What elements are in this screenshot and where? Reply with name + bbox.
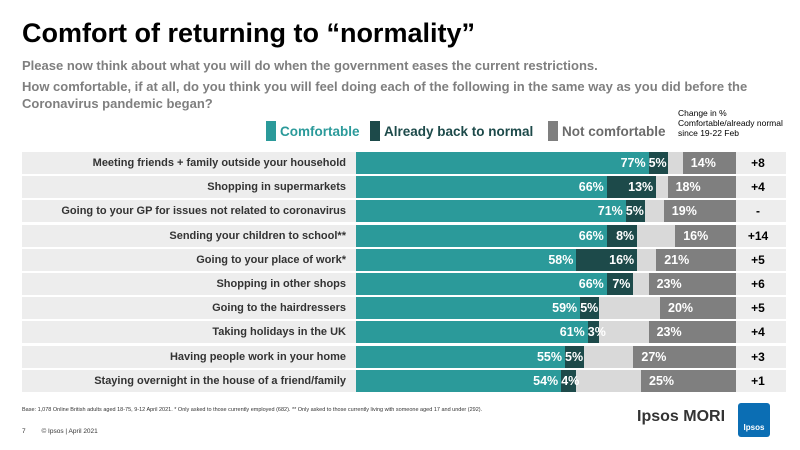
legend-label-not: Not comfortable bbox=[562, 123, 666, 139]
change-value: +8 bbox=[751, 156, 765, 170]
change-value: +6 bbox=[751, 277, 765, 291]
base-note: Base: 1,078 Online British adults aged 1… bbox=[22, 407, 483, 413]
change-value: +3 bbox=[751, 349, 765, 364]
change-value: +5 bbox=[751, 252, 765, 267]
category-label: Sending your children to school** bbox=[169, 229, 346, 242]
bar-already-normal: 13% bbox=[606, 176, 657, 199]
subtitle-intro: Please now think about what you will do … bbox=[22, 58, 598, 73]
bar-not-comfortable: 14% bbox=[682, 152, 736, 174]
bar-already-normal: 16% bbox=[576, 248, 638, 271]
bar-comfortable: 61% bbox=[356, 321, 588, 344]
bar-comfortable: 66% bbox=[356, 224, 607, 247]
change-value: - bbox=[756, 204, 760, 219]
bar-not-comfortable: 21% bbox=[656, 248, 736, 271]
bar-comfortable: 66% bbox=[356, 176, 607, 199]
bar-not-comfortable: 27% bbox=[633, 345, 736, 368]
change-value: +14 bbox=[747, 228, 769, 243]
bar-comfortable: 54% bbox=[356, 369, 562, 392]
category-label: Shopping in supermarkets bbox=[207, 181, 346, 194]
bar-already-normal: 3% bbox=[587, 321, 606, 344]
category-label: Going to your place of work* bbox=[196, 253, 346, 266]
change-note: Change in % Comfortable/already normal s… bbox=[678, 108, 783, 138]
subtitle-question: How comfortable, if at all, do you think… bbox=[22, 79, 748, 111]
bar-comfortable: 58% bbox=[356, 248, 577, 271]
change-value: +4 bbox=[751, 180, 765, 195]
bar-not-comfortable: 25% bbox=[641, 369, 736, 392]
change-value: +5 bbox=[751, 301, 765, 316]
legend-comfortable: Comfortable bbox=[266, 120, 360, 142]
bar-not-comfortable: 23% bbox=[648, 273, 736, 295]
category-label: Shopping in other shops bbox=[216, 278, 346, 290]
legend-already: Already back to normal bbox=[370, 120, 533, 142]
bar-comfortable: 59% bbox=[356, 297, 581, 320]
change-value: +4 bbox=[751, 325, 765, 340]
category-label: Going to your GP for issues not related … bbox=[61, 205, 346, 218]
logo-text: Ipsos bbox=[743, 423, 765, 432]
bar-comfortable: 55% bbox=[356, 345, 565, 368]
page-title: Comfort of returning to “normality” bbox=[22, 18, 475, 48]
category-label: Going to the hairdressers bbox=[212, 302, 346, 315]
bar-comfortable: 66% bbox=[356, 273, 607, 295]
change-value: +1 bbox=[751, 373, 765, 388]
legend-swatch-comfortable bbox=[266, 121, 276, 141]
bar-already-normal: 5% bbox=[565, 345, 584, 368]
legend-not: Not comfortable bbox=[548, 120, 666, 142]
bar-not-comfortable: 20% bbox=[660, 297, 736, 320]
bar-not-comfortable: 18% bbox=[667, 176, 736, 199]
bar-already-normal: 7% bbox=[606, 273, 634, 295]
bar-already-normal: 5% bbox=[580, 297, 600, 320]
bar-comfortable: 77% bbox=[356, 152, 649, 174]
bar-already-normal: 8% bbox=[606, 224, 638, 247]
legend-label-comfortable: Comfortable bbox=[280, 123, 360, 139]
legend-label-already: Already back to normal bbox=[384, 123, 534, 139]
category-label: Meeting friends + family outside your ho… bbox=[92, 157, 346, 169]
category-label: Taking holidays in the UK bbox=[212, 326, 346, 339]
brand-name: Ipsos MORI bbox=[637, 408, 726, 425]
legend-swatch-already bbox=[370, 121, 380, 141]
copyright: © Ipsos | April 2021 bbox=[41, 428, 98, 435]
bar-already-normal: 4% bbox=[561, 369, 579, 392]
page-number: 7 bbox=[22, 428, 26, 435]
bar-already-normal: 5% bbox=[648, 152, 668, 174]
category-label: Having people work in your home bbox=[169, 350, 346, 363]
bar-comfortable: 71% bbox=[356, 200, 626, 223]
legend-swatch-not bbox=[548, 121, 558, 141]
bar-already-normal: 5% bbox=[625, 200, 645, 223]
bar-not-comfortable: 23% bbox=[648, 321, 736, 344]
bar-not-comfortable: 16% bbox=[675, 224, 736, 247]
ipsos-logo: Ipsos bbox=[738, 403, 770, 437]
category-label: Staying overnight in the house of a frie… bbox=[94, 374, 346, 387]
footer: 7 © Ipsos | April 2021 bbox=[22, 428, 98, 435]
bar-not-comfortable: 19% bbox=[663, 200, 736, 223]
